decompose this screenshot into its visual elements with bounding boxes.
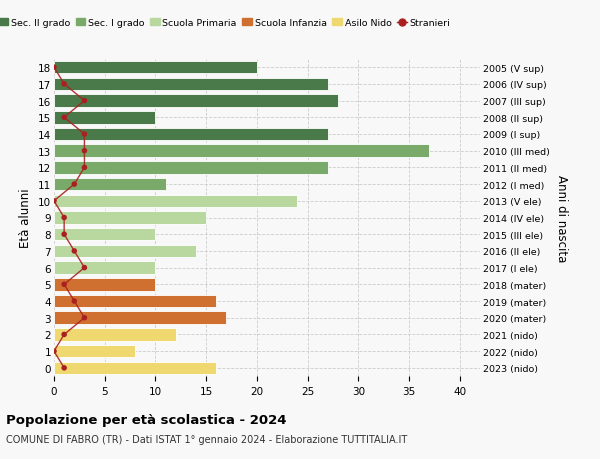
Bar [54,362,216,374]
Point [80,131,89,138]
Point [80,98,89,105]
Point [59,81,69,88]
Bar [54,262,155,274]
Bar [54,329,176,341]
Bar [54,62,257,74]
Y-axis label: Anni di nascita: Anni di nascita [555,174,568,262]
Bar [54,179,166,191]
Point [80,148,89,155]
Bar [54,145,429,157]
Bar [54,245,196,257]
Bar [54,345,135,358]
Point [59,114,69,122]
Point [80,264,89,272]
Point [70,181,79,188]
Point [80,164,89,172]
Y-axis label: Età alunni: Età alunni [19,188,32,248]
Text: Popolazione per età scolastica - 2024: Popolazione per età scolastica - 2024 [6,413,287,426]
Bar [54,129,328,141]
Point [49,198,59,205]
Text: COMUNE DI FABRO (TR) - Dati ISTAT 1° gennaio 2024 - Elaborazione TUTTITALIA.IT: COMUNE DI FABRO (TR) - Dati ISTAT 1° gen… [6,434,407,444]
Legend: Sec. II grado, Sec. I grado, Scuola Primaria, Scuola Infanzia, Asilo Nido, Stran: Sec. II grado, Sec. I grado, Scuola Prim… [0,15,454,32]
Point [49,64,59,72]
Point [59,331,69,338]
Point [59,364,69,372]
Bar [54,112,155,124]
Bar [54,195,298,207]
Bar [54,229,155,241]
Bar [54,212,206,224]
Point [59,231,69,238]
Point [80,314,89,322]
Point [49,348,59,355]
Bar [54,279,155,291]
Point [59,281,69,288]
Bar [54,295,216,308]
Bar [54,95,338,107]
Point [70,298,79,305]
Point [59,214,69,222]
Bar [54,78,328,91]
Point [70,248,79,255]
Bar [54,312,226,325]
Bar [54,162,328,174]
